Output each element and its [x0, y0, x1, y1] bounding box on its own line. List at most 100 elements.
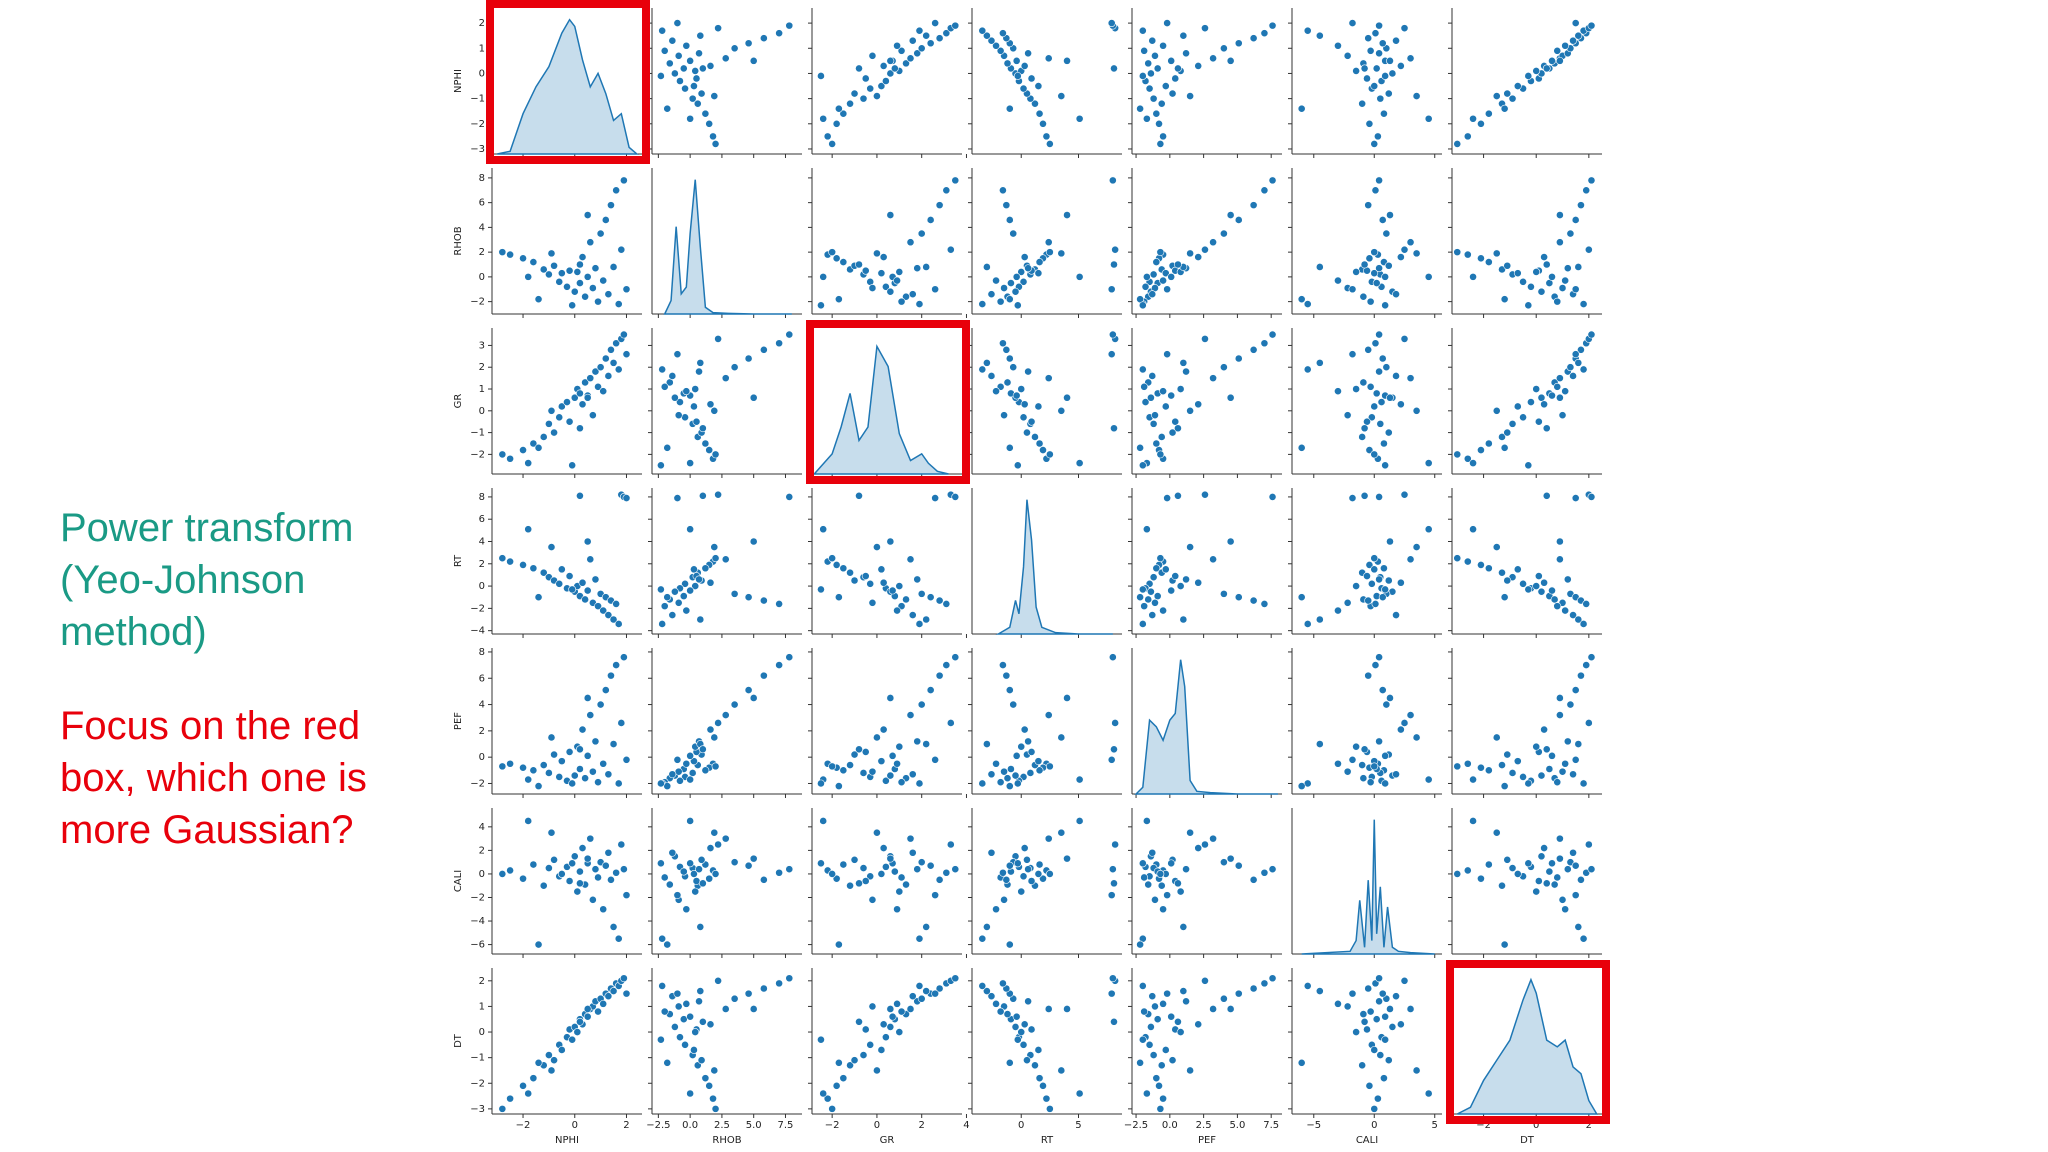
- scatter-point: [591, 367, 600, 376]
- scatter-point: [926, 39, 935, 48]
- scatter-point: [1566, 363, 1575, 372]
- scatter-point: [576, 389, 584, 398]
- scatter-point: [1334, 387, 1342, 396]
- scatter-point: [1548, 56, 1556, 65]
- scatter-point: [1364, 345, 1373, 354]
- x-tick-label: 0.0: [682, 1120, 698, 1131]
- scatter-point: [622, 891, 631, 900]
- scatter-point: [1400, 24, 1409, 33]
- scatter-point: [1020, 1020, 1029, 1029]
- scatter-point: [1540, 253, 1549, 261]
- scatter-point: [749, 854, 758, 863]
- scatter-point: [897, 778, 906, 787]
- scatter-point: [1513, 565, 1522, 574]
- scatter-point: [1469, 817, 1477, 825]
- scatter-point: [879, 1020, 888, 1029]
- scatter-point: [1343, 598, 1352, 607]
- scatter-point: [1209, 1005, 1217, 1013]
- scatter-point: [573, 1028, 582, 1036]
- scatter-point: [622, 755, 631, 764]
- y-tick-label: 1: [479, 1001, 485, 1012]
- scatter-point: [1563, 737, 1572, 746]
- scatter-point: [917, 994, 926, 1003]
- scatter-point: [1555, 238, 1564, 247]
- scatter-point: [622, 989, 631, 998]
- scatter-point: [612, 186, 621, 195]
- scatter-point: [828, 248, 837, 257]
- scatter-point: [1540, 725, 1549, 734]
- scatter-point: [1063, 694, 1071, 702]
- scatter-point: [674, 598, 683, 607]
- scatter-point: [775, 600, 784, 608]
- x-axis-label: NPHI: [555, 1135, 579, 1146]
- scatter-point: [1179, 923, 1188, 931]
- scatter-point: [931, 494, 940, 502]
- scatter-point: [1587, 176, 1596, 185]
- scatter-point: [596, 229, 605, 238]
- scatter-point: [1571, 755, 1580, 764]
- scatter-point: [1138, 620, 1147, 628]
- scatter-point: [557, 269, 566, 278]
- scatter-point: [581, 595, 590, 604]
- scatter-point: [710, 543, 719, 551]
- scatter-point: [576, 765, 584, 773]
- scatter-point: [1555, 211, 1564, 219]
- scatter-point: [744, 686, 753, 694]
- x-tick-label: 5: [1075, 1120, 1081, 1131]
- scatter-point: [1019, 413, 1028, 422]
- x-axis-label: PEF: [1198, 1135, 1216, 1146]
- scatter-point: [1110, 745, 1118, 754]
- scatter-point: [1370, 402, 1379, 411]
- scatter-point: [1513, 82, 1522, 90]
- scatter-point: [1587, 653, 1596, 662]
- scatter-point: [1219, 363, 1228, 372]
- scatter-point: [987, 770, 996, 779]
- scatter-point: [1555, 374, 1564, 383]
- scatter-point: [1140, 1007, 1149, 1016]
- scatter-point: [1027, 74, 1036, 83]
- scatter-point: [1003, 1010, 1012, 1019]
- scatter-point: [557, 565, 566, 574]
- scatter-point: [1360, 1017, 1369, 1026]
- y-tick-label: 3: [479, 340, 485, 351]
- scatter-point: [1157, 881, 1166, 890]
- x-axis-label: DT: [1520, 1135, 1535, 1146]
- scatter-point: [935, 984, 944, 993]
- scatter-point: [1453, 762, 1462, 771]
- scatter-point: [619, 176, 628, 185]
- scatter-point: [706, 400, 715, 409]
- scatter-point: [1348, 755, 1357, 764]
- scatter-point: [696, 987, 705, 995]
- scatter-point: [1370, 565, 1379, 574]
- scatter-point: [1034, 402, 1043, 411]
- scatter-point: [1406, 711, 1415, 719]
- scatter-point: [868, 51, 877, 60]
- scatter-point: [1226, 393, 1235, 402]
- scatter-point: [1005, 782, 1014, 791]
- scatter-point: [996, 1007, 1005, 1016]
- scatter-point: [886, 771, 895, 780]
- scatter-point: [1005, 443, 1014, 452]
- scatter-point: [749, 393, 758, 402]
- scatter-point: [1553, 382, 1562, 391]
- scatter-point: [568, 1035, 577, 1044]
- scatter-point: [749, 694, 758, 702]
- y-tick-label: −2: [470, 119, 485, 130]
- scatter-point: [1303, 300, 1312, 309]
- scatter-point: [1226, 1005, 1235, 1013]
- scatter-point: [1159, 132, 1167, 141]
- scatter-point: [1179, 987, 1188, 995]
- scatter-point: [819, 525, 828, 534]
- scatter-point: [524, 1089, 533, 1098]
- scatter-point: [1110, 64, 1118, 73]
- scatter-point: [599, 387, 608, 396]
- scatter-point: [693, 99, 702, 108]
- y-tick-label: −6: [470, 940, 485, 951]
- scatter-point: [1024, 997, 1033, 1006]
- scatter-point: [594, 778, 602, 787]
- scatter-point: [1375, 264, 1383, 273]
- kde-curve: [1456, 977, 1599, 1115]
- scatter-point: [1024, 865, 1033, 874]
- scatter-point: [1174, 260, 1182, 269]
- scatter-point: [1012, 272, 1021, 281]
